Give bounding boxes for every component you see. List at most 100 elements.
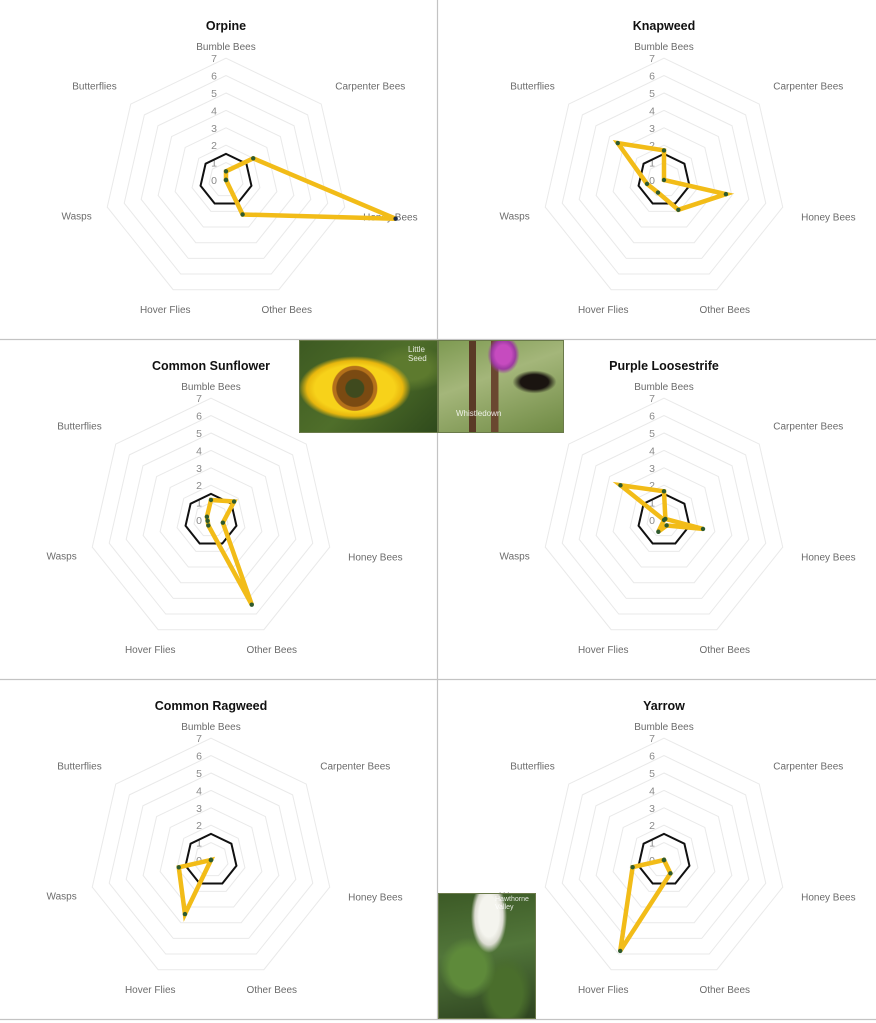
axis-label-butterflies: Butterflies [510,761,554,772]
data-point-hover-flies [182,911,188,917]
tick-label: 7 [211,53,217,65]
tick-label: 4 [649,105,655,117]
axis-label-wasps: Wasps [62,211,92,222]
tick-label: 3 [196,463,202,475]
series-polygon [176,856,216,922]
axis-label-bumble-bees: Bumble Bees [634,382,693,393]
grid-ring [123,75,329,275]
grid-ring [629,144,699,212]
grid-ring [106,57,346,291]
tick-label: 5 [649,768,655,780]
axis-label-wasps: Wasps [47,891,77,902]
reference-polygon [637,152,691,205]
data-point-bumble-bees [661,489,667,494]
data-point-hover-flies [656,529,661,534]
axis-label-butterflies: Butterflies [72,81,116,92]
grid-ring [612,807,716,908]
tick-label: 7 [196,733,202,745]
axis-label-bumble-bees: Bumble Bees [634,722,693,733]
axis-label-hover-flies: Hover Flies [140,305,191,316]
axis-label-honey-bees: Honey Bees [801,212,855,223]
tick-label: 5 [649,428,655,440]
tick-label: 1 [649,498,655,510]
grid-ring [108,415,314,615]
data-point-carpenter-bees [661,177,667,183]
tick-label: 1 [196,498,202,510]
reference-polygon [184,832,238,885]
tick-label: 1 [211,158,217,170]
grid-ring [561,755,767,955]
grid-ring [578,432,750,599]
data-point-other-bees [249,602,254,607]
grid-ring [595,449,733,584]
grid-ring [561,415,767,615]
data-point-bumble-bees [661,148,667,153]
grid-ring [578,92,750,259]
grid-ring [544,57,784,291]
axis-label-honey-bees: Honey Bees [348,892,402,903]
axis-label-hover-flies: Hover Flies [578,305,629,316]
axis-label-other-bees: Other Bees [261,305,312,316]
grid-ring [193,842,229,877]
tick-label: 6 [649,71,655,83]
data-point-other-bees [668,871,673,876]
axis-label-honey-bees: Honey Bees [348,552,402,563]
tick-label: 6 [211,71,217,83]
axis-label-bumble-bees: Bumble Bees [181,382,240,393]
tick-label: 7 [196,393,202,405]
grid-ring [191,144,261,212]
data-point-butterflies [615,140,620,146]
axis-label-butterflies: Butterflies [57,761,101,772]
data-point-honey-bees [700,526,706,532]
axis-label-carpenter-bees: Carpenter Bees [773,761,843,772]
axis-label-carpenter-bees: Carpenter Bees [773,81,843,92]
tick-label: 2 [649,140,655,152]
tick-label: 6 [649,411,655,423]
axis-label-bumble-bees: Bumble Bees [181,722,240,733]
grid-ring [629,484,699,552]
tick-label: 5 [196,768,202,780]
yarrow-photo-watermark: Hawthorne Valley [495,896,529,911]
loosestrife-photo-watermark: Whistledown [456,409,502,418]
grid-ring [595,789,733,924]
tick-label: 2 [649,480,655,492]
grid-ring [91,737,331,971]
grid-ring [544,397,784,631]
yarrow-photo: Hawthorne Valley [438,893,536,1019]
data-point-carpenter-bees [231,499,237,504]
axis-label-hover-flies: Hover Flies [578,645,629,656]
axis-label-carpenter-bees: Carpenter Bees [335,81,405,92]
tick-label: 5 [196,428,202,440]
grid-ring [125,772,297,939]
axis-label-hover-flies: Hover Flies [125,985,176,996]
grid-ring [612,467,716,568]
axis-label-hover-flies: Hover Flies [578,985,629,996]
axis-label-hover-flies: Hover Flies [125,645,176,656]
chart-title: Common Ragweed [155,699,268,713]
tick-label: 6 [196,411,202,423]
tick-label: 5 [211,88,217,100]
grid-ring [544,737,784,971]
radar-chart-common-ragweed: Common Ragweed Bumble Bees Carpenter Bees H… [47,699,403,996]
grid-ring [159,467,263,568]
grid-ring [91,397,331,631]
grid-ring [612,127,716,228]
tick-label: 3 [649,123,655,135]
tick-label: 3 [649,803,655,815]
series-polygon [612,481,704,534]
data-point-butterflies [618,483,623,488]
tick-label: 2 [211,140,217,152]
axis-label-butterflies: Butterflies [510,81,554,92]
sunflower-photo: Little Seed [299,340,438,433]
axis-label-bumble-bees: Bumble Bees [196,42,255,53]
data-point-other-bees [676,207,681,212]
grid-ring [142,449,280,584]
tick-label: 1 [649,838,655,850]
grid-ring [193,502,229,537]
axis-label-other-bees: Other Bees [699,985,750,996]
data-point-honey-bees [393,216,398,221]
data-point-bumble-bees [223,169,229,174]
data-point-honey-bees [723,191,729,197]
